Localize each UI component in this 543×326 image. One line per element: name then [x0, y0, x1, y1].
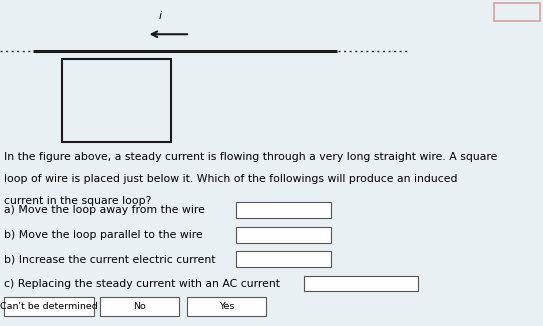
Bar	[494, 3, 540, 21]
Bar	[100, 297, 179, 316]
Bar	[62, 59, 171, 142]
Text: i: i	[159, 11, 162, 21]
Bar	[236, 227, 331, 243]
Text: c) Replacing the steady current with an AC current: c) Replacing the steady current with an …	[4, 279, 280, 289]
Text: No: No	[134, 302, 146, 311]
Text: b) Increase the current electric current: b) Increase the current electric current	[4, 254, 216, 264]
Text: b) Move the loop parallel to the wire: b) Move the loop parallel to the wire	[4, 230, 203, 240]
Text: loop of wire is placed just below it. Which of the followings will produce an in: loop of wire is placed just below it. Wh…	[4, 174, 458, 184]
Bar	[236, 202, 331, 218]
Bar	[236, 251, 331, 267]
Text: a) Move the loop away from the wire: a) Move the loop away from the wire	[4, 205, 205, 215]
Bar	[304, 276, 418, 291]
Bar	[4, 297, 94, 316]
Text: In the figure above, a steady current is flowing through a very long straight wi: In the figure above, a steady current is…	[4, 152, 498, 162]
Bar	[187, 297, 266, 316]
Text: Can't be determined: Can't be determined	[0, 302, 98, 311]
Text: Yes: Yes	[219, 302, 235, 311]
Text: current in the square loop?: current in the square loop?	[4, 196, 151, 206]
